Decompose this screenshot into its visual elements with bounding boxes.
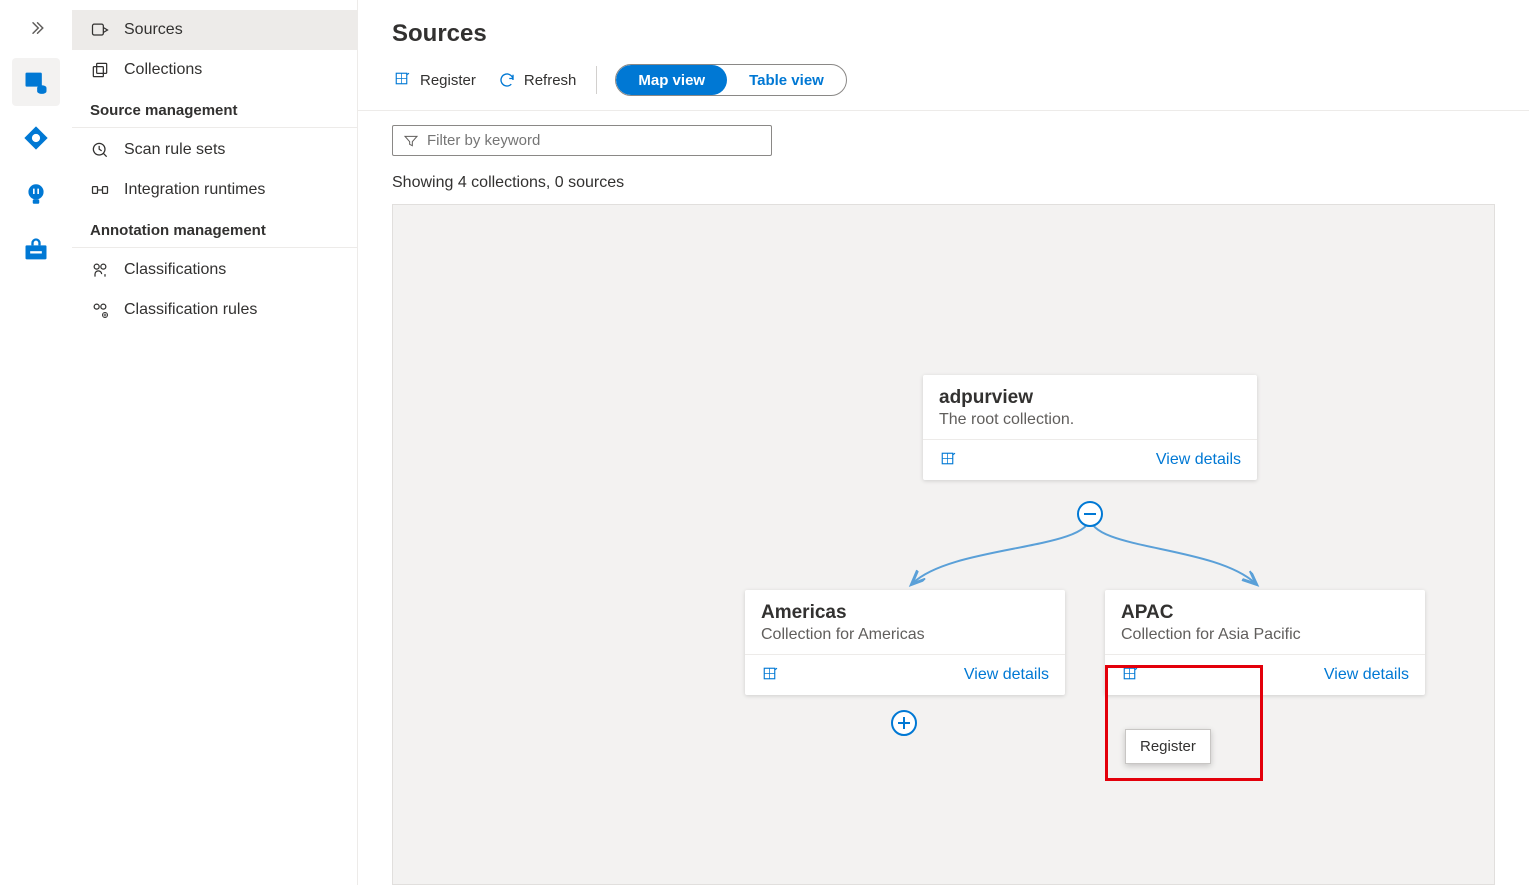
collection-node-americas[interactable]: Americas Collection for Americas View de… [745, 590, 1065, 695]
node-title: Americas [761, 602, 1049, 624]
classification-rules-icon [90, 300, 110, 320]
icon-rail [0, 0, 72, 885]
register-label: Register [420, 72, 476, 89]
source-icon [90, 20, 110, 40]
filter-row [358, 111, 1529, 166]
sidebar-item-label: Classifications [124, 261, 226, 279]
register-tooltip: Register [1125, 729, 1211, 764]
sidebar-item-label: Scan rule sets [124, 141, 225, 159]
view-details-link[interactable]: View details [964, 666, 1049, 684]
sidebar-item-scan-rule-sets[interactable]: Scan rule sets [72, 130, 357, 170]
sidebar-item-label: Classification rules [124, 301, 257, 319]
rail-glossary-icon[interactable] [12, 114, 60, 162]
tooltip-label: Register [1140, 738, 1196, 755]
expand-toggle[interactable] [891, 710, 917, 736]
refresh-label: Refresh [524, 72, 577, 89]
scan-rules-icon [90, 140, 110, 160]
collapse-toggle[interactable] [1077, 501, 1103, 527]
register-source-icon[interactable] [939, 450, 959, 470]
sidebar-item-label: Collections [124, 61, 202, 79]
map-canvas[interactable]: adpurview The root collection. View deta… [392, 204, 1495, 885]
view-details-link[interactable]: View details [1324, 666, 1409, 684]
filter-input[interactable] [427, 132, 761, 149]
register-button[interactable]: Register [392, 67, 478, 93]
sidebar-item-collections[interactable]: Collections [72, 50, 357, 90]
toolbar-divider [596, 66, 597, 94]
main-content: Sources Register Refresh Map view Table … [358, 0, 1529, 885]
sidebar-section-annotation-management: Annotation management [72, 210, 357, 248]
filter-icon [403, 133, 419, 149]
sidebar-item-classification-rules[interactable]: Classification rules [72, 290, 357, 330]
register-icon [394, 71, 412, 89]
sidebar-item-label: Integration runtimes [124, 181, 265, 199]
node-description: The root collection. [939, 411, 1241, 429]
node-title: adpurview [939, 387, 1241, 409]
refresh-button[interactable]: Refresh [496, 67, 579, 93]
toolbar: Register Refresh Map view Table view [358, 64, 1529, 111]
register-source-icon[interactable] [761, 665, 781, 685]
collections-icon [90, 60, 110, 80]
sidebar: Sources Collections Source management Sc… [72, 0, 358, 885]
refresh-icon [498, 71, 516, 89]
node-description: Collection for Americas [761, 626, 1049, 644]
rail-insights-icon[interactable] [12, 170, 60, 218]
classifications-icon [90, 260, 110, 280]
sidebar-item-label: Sources [124, 21, 183, 39]
showing-text: Showing 4 collections, 0 sources [358, 166, 1529, 204]
node-description: Collection for Asia Pacific [1121, 626, 1409, 644]
map-view-tab[interactable]: Map view [616, 65, 727, 95]
sidebar-section-source-management: Source management [72, 90, 357, 128]
collection-node-root[interactable]: adpurview The root collection. View deta… [923, 375, 1257, 480]
view-details-link[interactable]: View details [1156, 451, 1241, 469]
page-title: Sources [358, 0, 1529, 64]
expand-rail-button[interactable] [12, 10, 60, 46]
table-view-tab[interactable]: Table view [727, 65, 846, 95]
view-switch: Map view Table view [615, 64, 846, 96]
rail-management-icon[interactable] [12, 226, 60, 274]
sidebar-item-sources[interactable]: Sources [72, 10, 357, 50]
node-title: APAC [1121, 602, 1409, 624]
sidebar-item-classifications[interactable]: Classifications [72, 250, 357, 290]
integration-runtime-icon [90, 180, 110, 200]
sidebar-item-integration-runtimes[interactable]: Integration runtimes [72, 170, 357, 210]
filter-input-wrap[interactable] [392, 125, 772, 156]
rail-data-sources-icon[interactable] [12, 58, 60, 106]
